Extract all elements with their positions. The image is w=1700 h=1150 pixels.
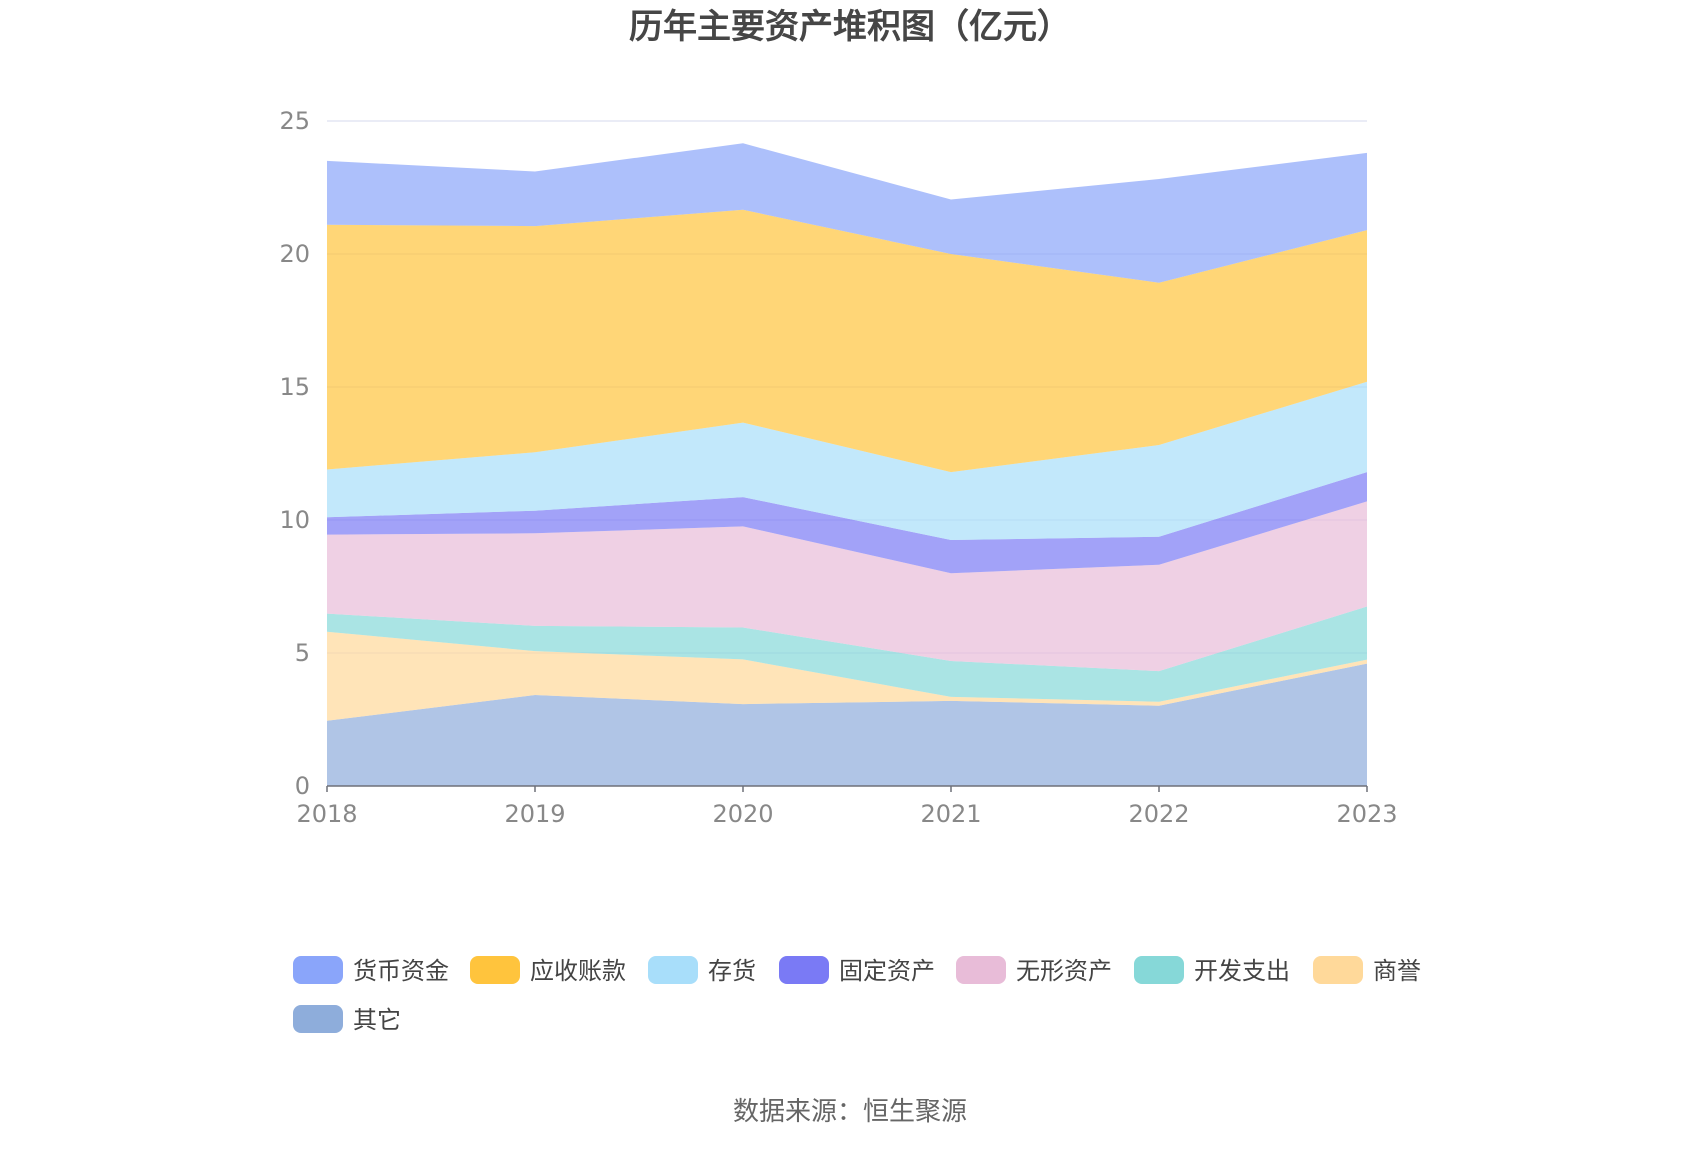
area-series-0 — [327, 663, 1367, 786]
area-series-4 — [327, 472, 1367, 574]
area-series-5 — [327, 381, 1367, 540]
areas — [327, 143, 1367, 786]
legend-item[interactable]: 开发支出 — [1134, 956, 1290, 985]
chart-title: 历年主要资产堆积图（亿元） — [629, 7, 1071, 47]
y-tick-label: 10 — [279, 506, 310, 534]
legend-swatch — [293, 956, 343, 984]
y-tick-label: 25 — [279, 107, 310, 135]
legend-label: 固定资产 — [839, 957, 935, 985]
x-tick-label: 2019 — [504, 800, 565, 828]
legend-item[interactable]: 存货 — [648, 956, 756, 985]
legend-item[interactable]: 货币资金 — [293, 956, 449, 985]
area-series-7 — [327, 143, 1367, 283]
area-series-1 — [327, 631, 1367, 721]
legend-label: 货币资金 — [353, 957, 449, 985]
source-note: 数据来源：恒生聚源 — [733, 1097, 967, 1127]
x-tick-label: 2018 — [296, 800, 357, 828]
x-tick-label: 2020 — [712, 800, 773, 828]
area-series-6 — [327, 209, 1367, 473]
x-tick-label: 2022 — [1128, 800, 1189, 828]
area-series-2 — [327, 606, 1367, 702]
legend-label: 商誉 — [1373, 957, 1421, 985]
legend-item[interactable]: 商誉 — [1313, 956, 1421, 985]
legend-swatch — [293, 1005, 343, 1033]
legend-swatch — [470, 956, 520, 984]
axes: 2018 2019 2020 2021 2022 2023 — [296, 785, 1398, 828]
legend-swatch — [1313, 956, 1363, 984]
y-tick-label: 15 — [279, 373, 310, 401]
legend-item[interactable]: 固定资产 — [779, 956, 935, 985]
x-tick-label: 2023 — [1336, 800, 1397, 828]
legend-label: 其它 — [353, 1006, 401, 1034]
legend-swatch — [956, 956, 1006, 984]
y-tick-label: 20 — [279, 240, 310, 268]
legend-swatch — [779, 956, 829, 984]
legend-label: 无形资产 — [1016, 957, 1112, 985]
legend-swatch — [648, 956, 698, 984]
y-tick-label: 0 — [295, 772, 310, 800]
legend-item[interactable]: 无形资产 — [956, 956, 1112, 985]
legend-label: 开发支出 — [1194, 957, 1290, 985]
x-tick-label: 2021 — [920, 800, 981, 828]
legend-item[interactable]: 应收账款 — [470, 956, 626, 985]
legend-label: 应收账款 — [530, 957, 626, 985]
legend-label: 存货 — [708, 957, 756, 985]
area-series-3 — [327, 501, 1367, 672]
legend-swatch — [1134, 956, 1184, 984]
y-tick-label: 5 — [295, 639, 310, 667]
legend-item[interactable]: 其它 — [293, 1005, 401, 1034]
